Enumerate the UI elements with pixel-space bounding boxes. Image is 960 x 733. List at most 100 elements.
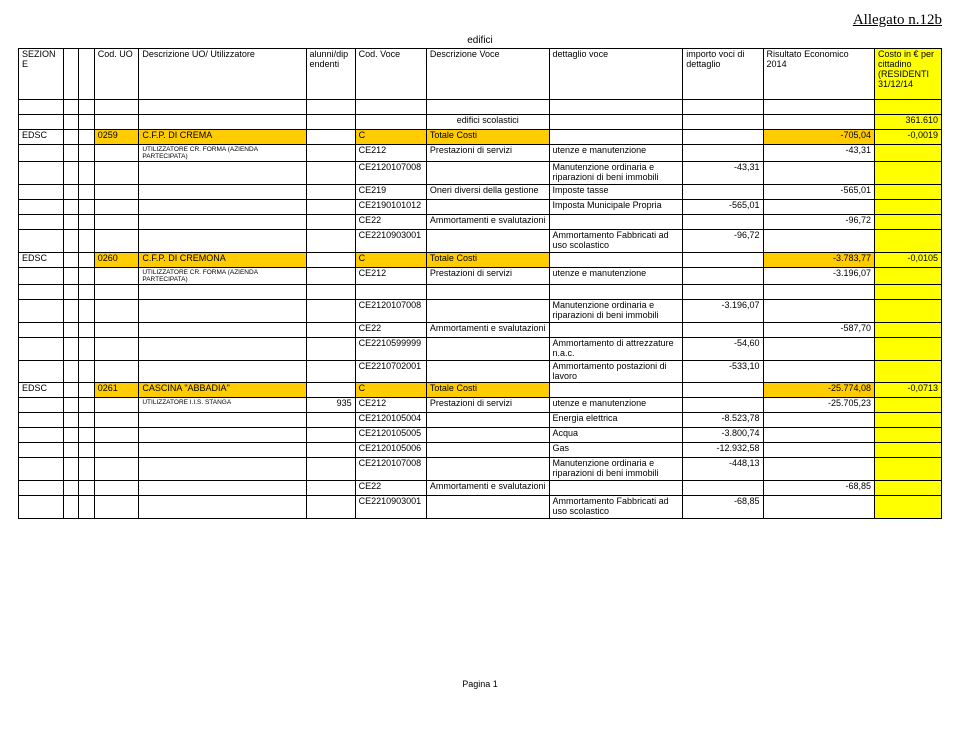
cell [19,496,64,519]
cell [426,162,549,185]
cell [63,145,79,162]
cell [94,443,139,458]
cell [79,360,95,383]
cell: -565,01 [683,200,763,215]
cell [306,481,355,496]
table-row: EDSC0261CASCINA "ABBADIA"CTotale Costi-2… [19,383,942,398]
cell [79,215,95,230]
cell [19,300,64,323]
cell [355,285,426,300]
cell [79,162,95,185]
cell [763,285,874,300]
cell: Manutenzione ordinaria e riparazioni di … [549,458,683,481]
cell [94,185,139,200]
cell [683,322,763,337]
cell [763,230,874,253]
col-alunni: alunni/dipendenti [306,49,355,100]
cell: C [355,383,426,398]
cell: -533,10 [683,360,763,383]
cell [79,337,95,360]
cell: 935 [306,398,355,413]
cell: C.F.P. DI CREMA [139,130,306,145]
table-row: EDSC0260C.F.P. DI CREMONACTotale Costi-3… [19,252,942,267]
cell [139,185,306,200]
cell: Ammortamenti e svalutazioni [426,322,549,337]
col-coduo: Cod. UO [94,49,139,100]
cell [79,496,95,519]
cell: 0261 [94,383,139,398]
cell [63,267,79,284]
cell [763,443,874,458]
cell [549,215,683,230]
cell [139,285,306,300]
cell [19,360,64,383]
cell [549,252,683,267]
cell [94,215,139,230]
cell [875,413,942,428]
cell [19,267,64,284]
page-footer: Pagina 1 [18,679,942,689]
cell [763,458,874,481]
cell [139,413,306,428]
cell [426,337,549,360]
page-title: edifici [18,35,942,46]
cell [94,481,139,496]
cell [79,322,95,337]
cell: CASCINA "ABBADIA" [139,383,306,398]
cell [683,215,763,230]
table-row: CE22Ammortamenti e svalutazioni-587,70 [19,322,942,337]
cell: -0,0019 [875,130,942,145]
cell [683,267,763,284]
table-row: CE2120105006Gas-12.932,58 [19,443,942,458]
cell [683,285,763,300]
table-row [19,285,942,300]
table-row: CE22Ammortamenti e svalutazioni-68,85 [19,481,942,496]
cell: -25.705,23 [763,398,874,413]
cell [763,200,874,215]
cell [139,428,306,443]
cell: CE212 [355,145,426,162]
cell [306,215,355,230]
cell [875,360,942,383]
cell [94,360,139,383]
cell [63,337,79,360]
cell [139,162,306,185]
cell [875,322,942,337]
cell [306,300,355,323]
cell [683,145,763,162]
cell: CE2120107008 [355,162,426,185]
cell [63,230,79,253]
cell: CE2210903001 [355,496,426,519]
cell [19,428,64,443]
table-row: CE2120105005Acqua-3.800,74 [19,428,942,443]
cell [79,413,95,428]
cell [63,481,79,496]
cell: CE2190101012 [355,200,426,215]
cell [79,428,95,443]
table-row: CE2120105004Energia elettrica-8.523,78 [19,413,942,428]
cell [306,458,355,481]
cell: -448,13 [683,458,763,481]
cell [79,145,95,162]
cell [63,360,79,383]
cell [94,413,139,428]
cell: -705,04 [763,130,874,145]
cell [139,230,306,253]
cell: Ammortamenti e svalutazioni [426,215,549,230]
cell [306,130,355,145]
cell [875,337,942,360]
cell: CE2210702001 [355,360,426,383]
cell [19,481,64,496]
cell [79,200,95,215]
cell [875,443,942,458]
cell [139,200,306,215]
col-costo: Costo in € per cittadino (RESIDENTI 31/1… [875,49,942,100]
cell [19,230,64,253]
table-row: CE2210903001Ammortamento Fabbricati ad u… [19,230,942,253]
cell [139,300,306,323]
cell [63,185,79,200]
cell: CE22 [355,215,426,230]
cell [875,145,942,162]
cell [63,162,79,185]
cell [63,413,79,428]
